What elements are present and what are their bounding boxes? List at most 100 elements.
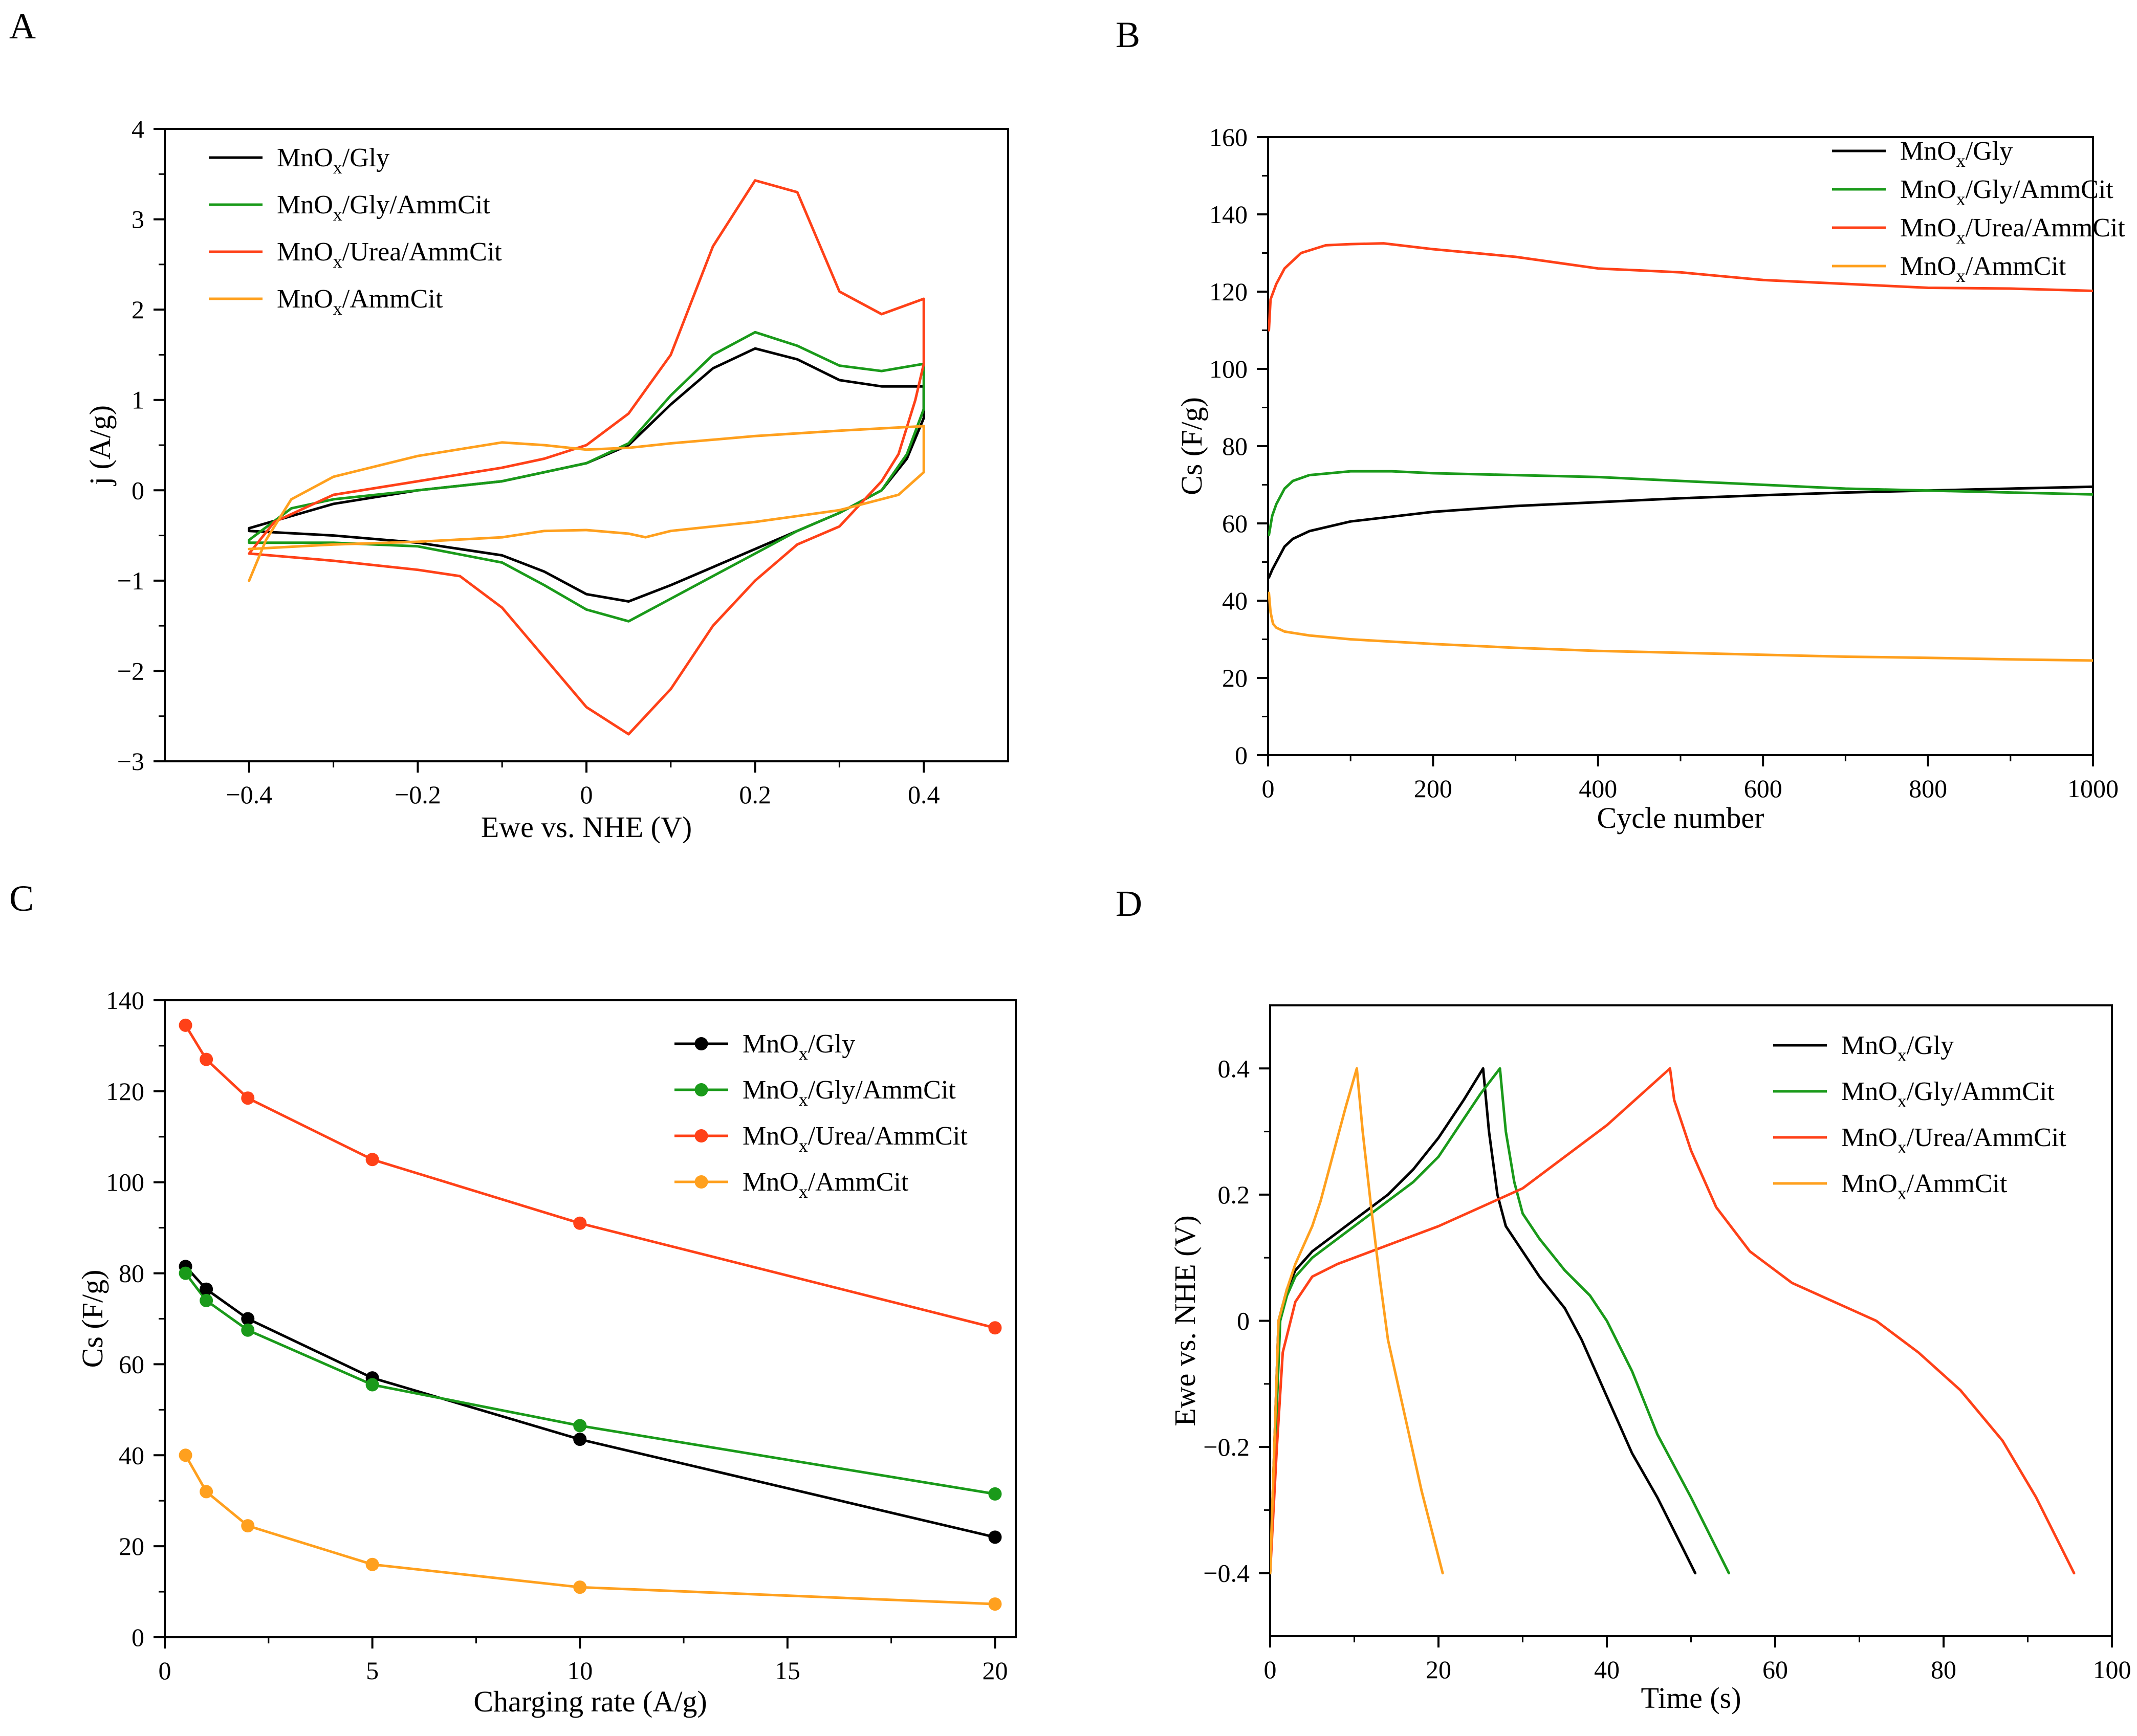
y-tick-label: 120 xyxy=(1209,277,1248,306)
y-tick-label: 100 xyxy=(106,1168,144,1197)
legend-label: MnOx/Urea/AmmCit xyxy=(1841,1123,2066,1157)
legend-marker xyxy=(694,1037,708,1050)
series-line-mnox-gly-ammcit xyxy=(1268,470,2093,537)
legend-label-rest: /Urea/AmmCit xyxy=(808,1122,968,1151)
legend-label-rest: /AmmCit xyxy=(1907,1169,2008,1198)
x-tick-label: 40 xyxy=(1594,1655,1620,1684)
x-tick-label: 600 xyxy=(1744,774,1782,803)
legend-label-main: MnO xyxy=(1841,1031,1898,1060)
legend-label-rest: /Gly/AmmCit xyxy=(808,1075,956,1105)
data-point-mnox-urea-ammcit xyxy=(988,1321,1002,1335)
legend-label-main: MnO xyxy=(1900,213,1956,243)
legend-label-rest: /Gly xyxy=(342,143,389,172)
legend-label-main: MnO xyxy=(277,190,333,219)
series-line-mnox-gly xyxy=(184,1265,996,1539)
legend-label-rest: /Gly xyxy=(808,1029,855,1059)
data-point-mnox-ammcit xyxy=(988,1597,1002,1611)
x-tick-label: −0.2 xyxy=(395,780,441,809)
legend-label-rest: /Urea/AmmCit xyxy=(342,237,503,267)
data-point-mnox-gly-ammcit xyxy=(573,1419,587,1433)
legend-label: MnOx/Gly/AmmCit xyxy=(1900,175,2113,209)
series-line-mnox-gly-ammcit xyxy=(184,1272,996,1496)
series-line-mnox-ammcit xyxy=(248,425,925,582)
legend-label: MnOx/Gly/AmmCit xyxy=(277,190,490,225)
legend-label-main: MnO xyxy=(1841,1077,1898,1106)
x-tick-label: 0 xyxy=(580,780,593,809)
x-tick-label: 0 xyxy=(1262,774,1275,803)
x-tick-label: 5 xyxy=(366,1656,379,1685)
y-tick-label: 0.4 xyxy=(1218,1054,1250,1083)
y-tick-label: 4 xyxy=(132,115,144,143)
legend-label-rest: /AmmCit xyxy=(342,284,443,314)
legend-label-rest: /AmmCit xyxy=(808,1168,909,1197)
y-tick-label: 100 xyxy=(1209,355,1248,383)
x-tick-label: 0 xyxy=(1264,1655,1277,1684)
y-tick-label: 60 xyxy=(1222,509,1248,538)
y-tick-label: 20 xyxy=(119,1532,144,1561)
series-line-mnox-urea-ammcit xyxy=(184,1024,996,1329)
legend-label-main: MnO xyxy=(277,143,333,172)
panel-c-rate-capability: 0 5 10 15 20 0 20 40 60 80 100 120 140 Charging rate … xyxy=(76,986,1017,1718)
y-tick-label: 3 xyxy=(132,205,144,234)
legend-label-subscript: x xyxy=(1898,1045,1907,1065)
legend-label: MnOx/Gly xyxy=(1841,1031,1954,1065)
y-tick-label: −2 xyxy=(117,656,144,685)
x-tick-label: 20 xyxy=(982,1656,1008,1685)
data-point-mnox-urea-ammcit xyxy=(179,1018,192,1032)
data-point-mnox-gly xyxy=(988,1530,1002,1544)
y-tick-label: 0 xyxy=(132,1623,144,1652)
y-tick-label: 40 xyxy=(1222,586,1248,615)
y-tick-label: 0.2 xyxy=(1218,1180,1250,1209)
data-point-mnox-gly-ammcit xyxy=(179,1266,192,1280)
y-tick-label: 20 xyxy=(1222,664,1248,692)
legend-label-subscript: x xyxy=(333,251,342,272)
data-point-mnox-urea-ammcit xyxy=(241,1091,255,1105)
x-tick-label: 400 xyxy=(1579,774,1617,803)
legend-label-rest: /Urea/AmmCit xyxy=(1966,213,2126,243)
x-tick-label: 60 xyxy=(1762,1655,1788,1684)
legend-marker xyxy=(694,1083,708,1096)
data-point-mnox-urea-ammcit xyxy=(573,1216,587,1230)
legend-label: MnOx/Gly xyxy=(743,1029,855,1064)
data-point-mnox-gly-ammcit xyxy=(241,1323,255,1337)
legend-label-main: MnO xyxy=(277,237,333,267)
y-tick-label: 0 xyxy=(132,476,144,504)
series-line-mnox-urea-ammcit xyxy=(1268,242,2093,332)
legend-label: MnOx/AmmCit xyxy=(277,284,443,319)
legend-label-subscript: x xyxy=(1898,1137,1907,1157)
data-point-mnox-gly-ammcit xyxy=(200,1293,213,1307)
legend-marker xyxy=(694,1129,708,1142)
legend-label-subscript: x xyxy=(333,157,342,178)
legend-label-main: MnO xyxy=(1900,175,1956,204)
x-tick-label: 20 xyxy=(1426,1655,1451,1684)
panel-letter-d: D xyxy=(1116,883,1142,924)
data-point-mnox-ammcit xyxy=(365,1557,379,1571)
legend-label: MnOx/Gly/AmmCit xyxy=(1841,1077,2055,1111)
data-point-mnox-gly-ammcit xyxy=(365,1378,379,1392)
legend-label-subscript: x xyxy=(1956,266,1966,286)
series-line-mnox-ammcit xyxy=(1268,591,2093,662)
y-axis-title: Ewe vs. NHE (V) xyxy=(1168,1215,1202,1426)
legend-label-rest: /Urea/AmmCit xyxy=(1907,1123,2067,1152)
plot-area xyxy=(1268,242,2093,662)
y-tick-label: 140 xyxy=(106,986,144,1015)
legend-label-rest: /Gly xyxy=(1966,137,2013,166)
legend-label-subscript: x xyxy=(1898,1183,1907,1203)
data-point-mnox-urea-ammcit xyxy=(365,1153,379,1167)
legend-label-rest: /Gly xyxy=(1907,1031,1954,1060)
data-point-mnox-ammcit xyxy=(241,1519,255,1533)
legend-label-subscript: x xyxy=(799,1089,808,1110)
plot-area xyxy=(1270,1067,2076,1575)
data-point-mnox-ammcit xyxy=(179,1448,192,1462)
legend-label-main: MnO xyxy=(1841,1123,1898,1152)
panel-a-cyclic-voltammetry: −0.4 −0.2 0 0.2 0.4 −3 −2 −1 0 1 2 3 4 Ewe vs. NHE (V… xyxy=(83,115,1009,844)
panel-letter-b: B xyxy=(1116,14,1140,55)
legend-label-main: MnO xyxy=(743,1029,799,1059)
x-tick-label: 0.2 xyxy=(739,780,771,809)
data-point-mnox-gly-ammcit xyxy=(988,1487,1002,1501)
series-line-mnox-urea-ammcit xyxy=(248,179,925,736)
legend-label: MnOx/Gly xyxy=(277,143,389,178)
y-tick-label: 40 xyxy=(119,1441,144,1469)
legend-label: MnOx/Urea/AmmCit xyxy=(1900,213,2125,248)
x-tick-label: 10 xyxy=(567,1656,593,1685)
